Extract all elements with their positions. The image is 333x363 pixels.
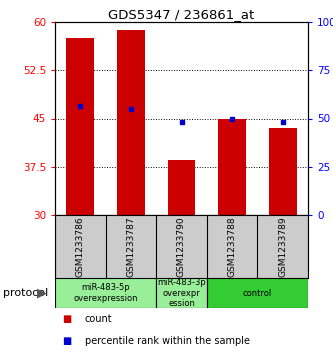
Text: GSM1233789: GSM1233789 xyxy=(278,216,287,277)
Bar xyxy=(66,38,94,215)
Bar xyxy=(55,278,156,308)
Text: percentile rank within the sample: percentile rank within the sample xyxy=(85,336,250,346)
Bar xyxy=(269,128,297,215)
Bar xyxy=(207,278,308,308)
Text: count: count xyxy=(85,314,113,324)
Text: ▶: ▶ xyxy=(37,286,47,299)
Text: miR-483-3p
overexpr
ession: miR-483-3p overexpr ession xyxy=(157,278,206,308)
Bar xyxy=(167,160,195,215)
Bar xyxy=(156,278,207,308)
Text: GSM1233788: GSM1233788 xyxy=(227,216,237,277)
Title: GDS5347 / 236861_at: GDS5347 / 236861_at xyxy=(108,8,255,21)
Text: GSM1233787: GSM1233787 xyxy=(127,216,136,277)
Text: ■: ■ xyxy=(62,336,71,346)
Bar xyxy=(117,30,145,215)
Text: ■: ■ xyxy=(62,314,71,324)
Text: GSM1233786: GSM1233786 xyxy=(76,216,85,277)
Bar xyxy=(218,118,246,215)
Text: miR-483-5p
overexpression: miR-483-5p overexpression xyxy=(73,283,138,303)
Text: control: control xyxy=(243,289,272,298)
Text: GSM1233790: GSM1233790 xyxy=(177,216,186,277)
Text: protocol: protocol xyxy=(3,288,49,298)
